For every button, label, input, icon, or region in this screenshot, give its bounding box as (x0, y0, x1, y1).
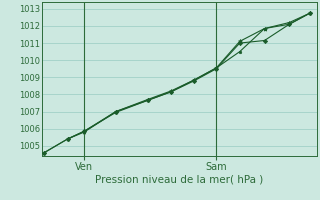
X-axis label: Pression niveau de la mer( hPa ): Pression niveau de la mer( hPa ) (95, 174, 263, 184)
